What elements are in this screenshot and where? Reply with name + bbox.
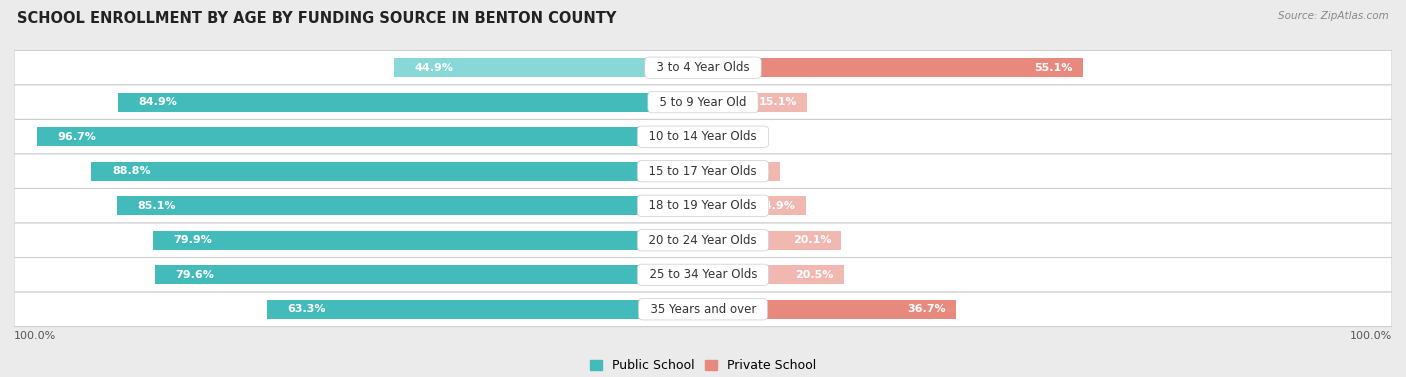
Text: 79.9%: 79.9% [173, 235, 212, 245]
Bar [37, 127, 703, 146]
FancyBboxPatch shape [14, 154, 1392, 188]
Text: 44.9%: 44.9% [415, 63, 453, 73]
Text: 18 to 19 Year Olds: 18 to 19 Year Olds [641, 199, 765, 212]
Text: 14.9%: 14.9% [756, 201, 796, 211]
Text: Source: ZipAtlas.com: Source: ZipAtlas.com [1278, 11, 1389, 21]
Bar [117, 196, 703, 215]
Text: SCHOOL ENROLLMENT BY AGE BY FUNDING SOURCE IN BENTON COUNTY: SCHOOL ENROLLMENT BY AGE BY FUNDING SOUR… [17, 11, 616, 26]
Bar [152, 231, 703, 250]
Text: 85.1%: 85.1% [138, 201, 176, 211]
Text: 35 Years and over: 35 Years and over [643, 303, 763, 316]
FancyBboxPatch shape [14, 223, 1392, 257]
Text: 5 to 9 Year Old: 5 to 9 Year Old [652, 96, 754, 109]
Bar [703, 300, 956, 319]
FancyBboxPatch shape [14, 120, 1392, 154]
FancyBboxPatch shape [14, 51, 1392, 85]
Bar [394, 58, 703, 77]
Text: 20.1%: 20.1% [793, 235, 831, 245]
Text: 88.8%: 88.8% [112, 166, 150, 176]
Text: 55.1%: 55.1% [1033, 63, 1073, 73]
Bar [91, 162, 703, 181]
Text: 84.9%: 84.9% [139, 97, 177, 107]
Bar [118, 93, 703, 112]
Text: 100.0%: 100.0% [14, 331, 56, 341]
Text: 25 to 34 Year Olds: 25 to 34 Year Olds [641, 268, 765, 281]
Text: 63.3%: 63.3% [288, 304, 326, 314]
FancyBboxPatch shape [14, 292, 1392, 326]
Text: 15.1%: 15.1% [758, 97, 797, 107]
Text: 79.6%: 79.6% [176, 270, 214, 280]
Bar [703, 265, 844, 284]
Text: 96.7%: 96.7% [58, 132, 97, 142]
Text: 11.2%: 11.2% [731, 166, 770, 176]
Text: 20 to 24 Year Olds: 20 to 24 Year Olds [641, 234, 765, 247]
Bar [267, 300, 703, 319]
Text: 3.4%: 3.4% [737, 132, 768, 142]
Bar [703, 196, 806, 215]
Text: 20.5%: 20.5% [796, 270, 834, 280]
Text: 15 to 17 Year Olds: 15 to 17 Year Olds [641, 165, 765, 178]
Legend: Public School, Private School: Public School, Private School [585, 354, 821, 377]
Text: 10 to 14 Year Olds: 10 to 14 Year Olds [641, 130, 765, 143]
FancyBboxPatch shape [14, 188, 1392, 223]
Bar [703, 162, 780, 181]
Text: 100.0%: 100.0% [1350, 331, 1392, 341]
FancyBboxPatch shape [14, 257, 1392, 292]
FancyBboxPatch shape [14, 85, 1392, 120]
Bar [155, 265, 703, 284]
Bar [703, 231, 841, 250]
Bar [703, 93, 807, 112]
Bar [703, 127, 727, 146]
Text: 36.7%: 36.7% [907, 304, 945, 314]
Text: 3 to 4 Year Olds: 3 to 4 Year Olds [650, 61, 756, 74]
Bar [703, 58, 1083, 77]
